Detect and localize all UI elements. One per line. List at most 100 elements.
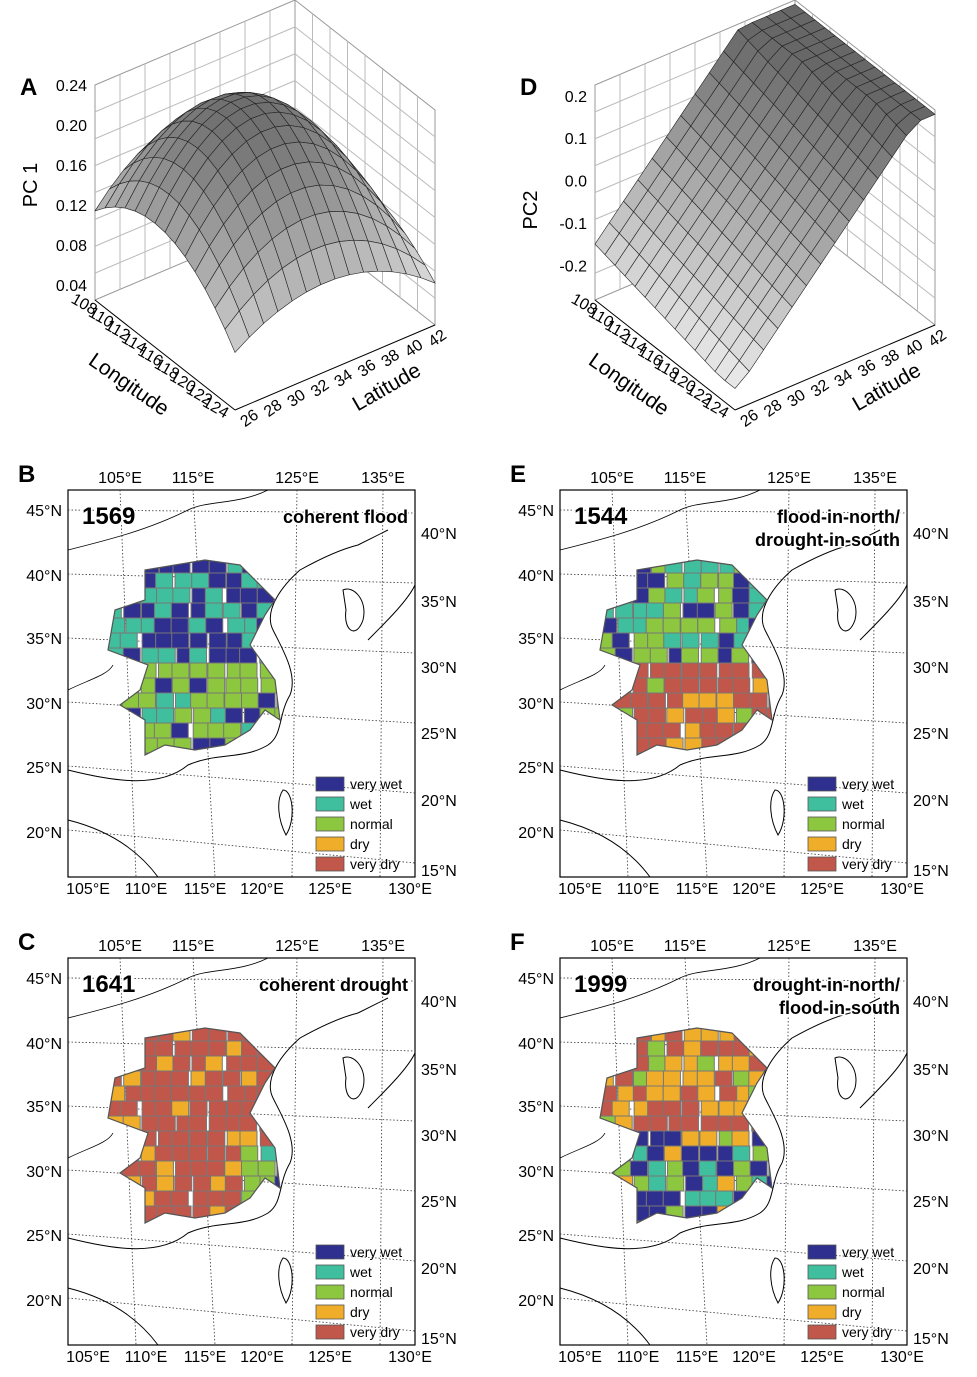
graticule [611,489,629,878]
province [274,1175,280,1192]
province [226,1100,245,1117]
province [732,602,751,619]
province [662,617,681,634]
latitude-tick-label: 28 [761,397,785,421]
wall-grid [294,107,436,218]
bottom-tick-label: 125°E [308,1349,352,1366]
latitude-tick-label: 34 [832,367,856,391]
province [119,632,138,649]
province [257,692,276,709]
bottom-tick-label: 125°E [308,881,352,898]
province [696,587,715,604]
right-tick-label: 15°N [421,1331,457,1348]
left-tick-label: 30°N [26,1164,62,1181]
z-tick-label: 0.1 [565,131,587,148]
left-tick-label: 25°N [518,1228,554,1245]
bottom-tick-label: 115°E [184,881,227,898]
province [700,647,719,664]
province [663,1130,682,1147]
province [647,692,666,709]
left-tick-label: 25°N [518,760,554,777]
province [189,662,208,679]
legend-swatch [315,776,345,792]
bottom-tick-label: 110°E [125,1349,168,1366]
top-tick-label: 115°E [172,938,215,955]
province [667,1160,686,1177]
bottom-tick-label: 125°E [800,881,844,898]
province [157,1115,176,1132]
province [170,722,189,739]
right-tick-label: 30°N [913,1128,949,1145]
map-title: drought-in-south [755,530,900,550]
province [714,602,733,619]
province [208,572,227,589]
province [226,632,245,649]
province [171,662,190,679]
province [156,1055,175,1072]
province [645,602,664,619]
province [646,1145,665,1162]
legend-label: very wet [842,1244,894,1260]
province [240,602,259,619]
top-tick-label: 115°E [172,470,215,487]
top-tick-label: 135°E [361,938,405,955]
left-tick-label: 45°N [518,503,554,520]
bottom-tick-label: 105°E [558,881,602,898]
map-panel: 1999 drought-in-north/flood-in-south very … [510,929,949,1366]
province [680,617,699,634]
province [226,572,245,589]
surface-panel: D 0.20.10.0-0.1-0.2PC21081101121141161181… [520,0,950,431]
left-tick-label: 20°N [26,825,62,842]
panel-label: C [18,929,35,956]
right-tick-label: 35°N [913,594,949,611]
province [170,1190,189,1207]
province [645,1070,664,1087]
province [155,632,174,649]
right-tick-label: 25°N [913,1194,949,1211]
province [731,662,750,679]
province [204,1070,223,1087]
province [699,662,718,679]
bottom-tick-label: 115°E [184,1349,227,1366]
graticule [291,957,298,1346]
bottom-tick-label: 115°E [676,881,719,898]
legend-swatch [807,816,837,832]
legend-label: very dry [350,856,400,872]
province [189,1100,208,1117]
province [715,722,734,739]
legend-label: dry [350,836,369,852]
latitude-tick-label: 26 [738,407,762,431]
left-tick-label: 30°N [518,696,554,713]
bottom-tick-label: 110°E [617,1349,660,1366]
map-year: 1641 [82,971,135,998]
top-tick-label: 125°E [767,938,811,955]
province [718,632,737,649]
province [172,587,191,604]
province [153,722,172,739]
left-tick-label: 20°N [518,825,554,842]
province [153,1085,172,1102]
top-tick-label: 125°E [275,938,319,955]
province [205,617,224,634]
wall-grid [94,26,296,113]
province [700,1115,719,1132]
right-tick-label: 40°N [421,994,457,1011]
legend-swatch [315,836,345,852]
province [696,602,715,619]
bottom-tick-label: 120°E [240,1349,284,1366]
left-tick-label: 45°N [518,971,554,988]
province [204,602,223,619]
province [698,692,717,709]
province [700,632,719,649]
province [208,1100,227,1117]
bottom-tick-label: 130°E [880,1349,924,1366]
province [174,707,193,724]
province [731,1055,750,1072]
left-tick-label: 25°N [26,760,62,777]
province [696,1070,715,1087]
province [663,1145,682,1162]
legend-swatch [807,836,837,852]
province [239,662,258,679]
province [733,692,752,709]
